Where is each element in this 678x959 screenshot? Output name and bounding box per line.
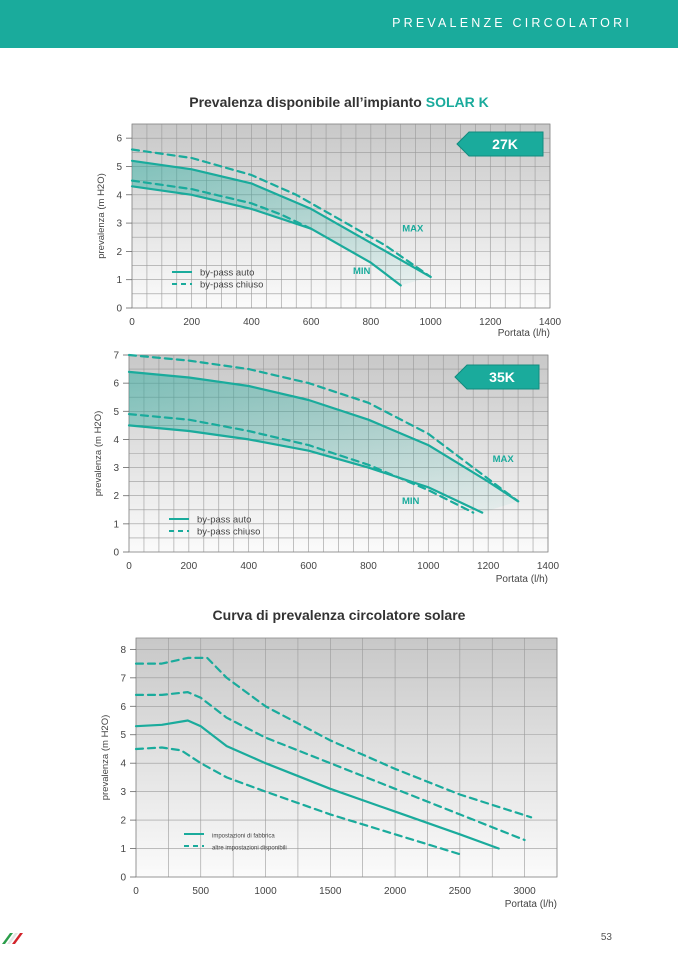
series-line (130, 179, 313, 230)
x-tick-label: 1000 (419, 317, 442, 328)
y-tick-label: 3 (116, 219, 122, 230)
y-tick-label: 1 (116, 275, 122, 286)
y-tick-label: 3 (120, 787, 126, 798)
series-line (134, 746, 461, 856)
x-tick-label: 200 (183, 317, 200, 328)
x-tick-label: 600 (300, 561, 317, 572)
curve-annotation: MAX (493, 454, 515, 465)
y-tick-label: 0 (113, 548, 119, 559)
x-tick-label: 800 (360, 561, 377, 572)
chart-solar-circulator: 0 500 1000 1500 2000 2500 3000 0 1 2 3 4 5 6 7 8 Portata… (100, 637, 558, 910)
x-axis-label: Portata (l/h) (505, 899, 557, 910)
curve-annotation: MAX (402, 224, 424, 235)
x-tick-label: 0 (133, 886, 139, 897)
x-tick-label: 1400 (537, 561, 560, 572)
y-tick-label: 2 (113, 491, 119, 502)
y-tick-label: 6 (120, 702, 126, 713)
x-tick-label: 1000 (417, 561, 440, 572)
legend-label: by-pass chiuso (197, 527, 260, 538)
y-tick-label: 6 (113, 379, 119, 390)
series-line (134, 719, 500, 850)
x-tick-label: 400 (240, 561, 257, 572)
legend-label: by-pass chiuso (200, 280, 263, 291)
series-line (130, 185, 402, 287)
y-tick-label: 1 (113, 519, 119, 530)
series-line (127, 353, 520, 503)
model-badge (456, 131, 544, 157)
y-tick-label: 0 (120, 873, 126, 884)
x-tick-label: 1200 (477, 561, 500, 572)
chart1-title-accent: SOLAR K (425, 94, 489, 110)
y-tick-label: 6 (116, 134, 122, 145)
series-line (134, 656, 533, 819)
y-tick-label: 3 (113, 463, 119, 474)
page-number: 53 (600, 932, 612, 943)
x-tick-label: 3000 (513, 886, 536, 897)
plot-frame (131, 123, 551, 309)
series-line (127, 370, 520, 503)
legend-label: impostazioni di fabbrica (212, 834, 275, 840)
y-tick-label: 7 (113, 351, 119, 362)
x-axis-label: Portata (l/h) (496, 574, 548, 585)
y-tick-label: 4 (116, 190, 122, 201)
x-tick-label: 1400 (539, 317, 562, 328)
y-tick-label: 0 (116, 304, 122, 315)
plot-frame (135, 637, 558, 878)
y-axis-label: prevalenza (m H2O) (100, 715, 111, 801)
x-tick-label: 0 (129, 317, 135, 328)
chart-35k: 0 200 400 600 800 1000 1200 1400 0 1 2 3 4 5 6 7 Portata… (93, 351, 560, 586)
y-axis-label: prevalenza (m H2O) (96, 173, 107, 259)
x-tick-label: 2000 (384, 886, 407, 897)
plot-frame (128, 354, 549, 553)
header-title: PREVALENZE CIRCOLATORI (392, 16, 632, 30)
header-bar: PREVALENZE CIRCOLATORI (0, 0, 678, 48)
chart3-title: Curva di prevalenza circolatore solare (212, 607, 466, 623)
y-tick-label: 4 (120, 759, 126, 770)
x-tick-label: 400 (243, 317, 260, 328)
x-tick-label: 200 (181, 561, 198, 572)
curve-annotation: MIN (402, 496, 420, 507)
legend-label: by-pass auto (197, 515, 251, 526)
italian-flag-icon (2, 933, 23, 944)
model-badge-label: 35K (489, 369, 515, 385)
max-min-band (129, 371, 519, 513)
x-tick-label: 800 (363, 317, 380, 328)
y-tick-label: 8 (120, 645, 126, 656)
y-tick-label: 2 (116, 247, 122, 258)
y-tick-label: 4 (113, 435, 119, 446)
x-tick-label: 600 (303, 317, 320, 328)
x-axis-label: Portata (l/h) (498, 328, 550, 339)
series-line (127, 424, 484, 514)
y-tick-label: 1 (120, 844, 126, 855)
y-axis-label: prevalenza (m H2O) (93, 411, 104, 497)
x-tick-label: 2500 (449, 886, 472, 897)
series-line (130, 148, 432, 278)
x-tick-label: 1000 (254, 886, 277, 897)
series-line (130, 159, 432, 278)
x-tick-label: 1200 (479, 317, 502, 328)
chart1-title: Prevalenza disponibile all’impianto SOLA… (0, 94, 678, 110)
y-tick-label: 2 (120, 816, 126, 827)
x-tick-label: 1500 (319, 886, 342, 897)
curve-annotation: MIN (353, 266, 371, 277)
series-line (127, 413, 475, 514)
y-tick-label: 5 (116, 162, 122, 173)
x-tick-label: 500 (192, 886, 209, 897)
series-line (134, 691, 526, 842)
model-badge-label: 27K (492, 136, 518, 152)
chart1-title-prefix: Prevalenza disponibile all’impianto (189, 94, 426, 110)
y-tick-label: 5 (113, 407, 119, 418)
model-badge (454, 364, 540, 390)
chart-27k: 0 200 400 600 800 1000 1200 1400 0 1 2 3 4 5 6 Portata … (96, 123, 562, 339)
y-tick-label: 5 (120, 730, 126, 741)
legend-label: altre impostazioni disponibili (212, 846, 287, 852)
x-tick-label: 0 (126, 561, 132, 572)
plot-area (136, 638, 557, 877)
y-tick-label: 7 (120, 673, 126, 684)
legend-label: by-pass auto (200, 268, 254, 279)
